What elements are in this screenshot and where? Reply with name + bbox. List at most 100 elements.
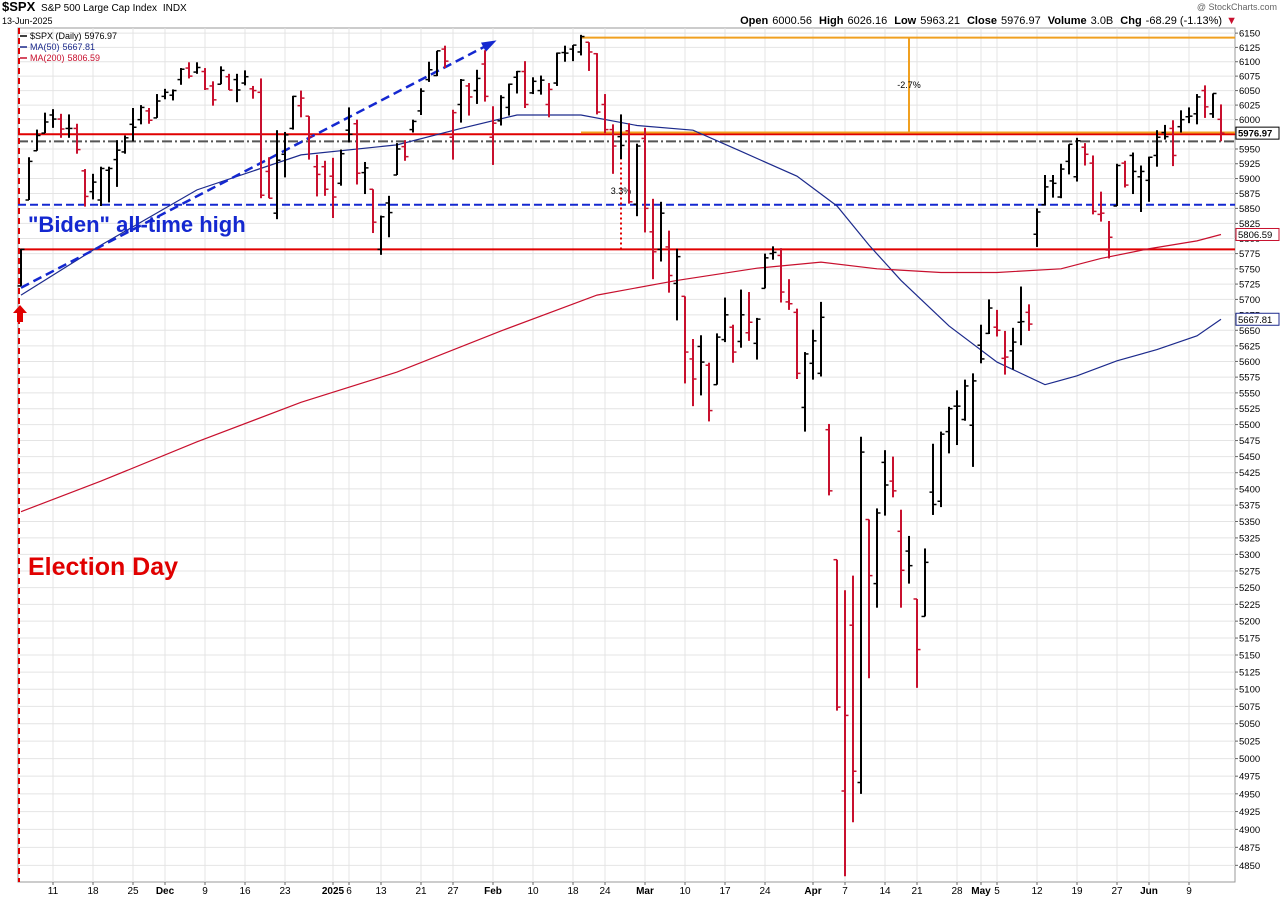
stat-label: Close	[967, 15, 997, 27]
x-tick-label: 21	[415, 886, 427, 897]
x-tick-label: Jun	[1140, 886, 1158, 897]
x-tick-label: 19	[1071, 886, 1083, 897]
trendline	[20, 41, 494, 289]
y-tick-label: 5225	[1239, 600, 1260, 611]
y-tick-label: 6050	[1239, 86, 1260, 97]
y-tick-label: 5900	[1239, 174, 1260, 185]
x-tick-label: 28	[951, 886, 963, 897]
legend-text: $SPX (Daily)	[30, 31, 82, 41]
y-tick-label: 4975	[1239, 772, 1260, 783]
y-tick-label: 5450	[1239, 452, 1260, 463]
y-tick-label: 5150	[1239, 651, 1260, 662]
y-tick-label: 5325	[1239, 533, 1260, 544]
change-marker: ▼	[1226, 15, 1237, 27]
y-tick-label: 5350	[1239, 517, 1260, 528]
measure-label: -2.7%	[897, 80, 921, 90]
stat-value: 6026.16	[847, 15, 887, 27]
value-box	[1235, 126, 1280, 140]
y-tick-label: 6075	[1239, 72, 1260, 83]
legend-entry: $SPX (Daily) 5976.97	[30, 31, 117, 41]
legend-text: MA(200)	[30, 53, 65, 63]
x-tick-label: 11	[48, 886, 59, 897]
y-tick-label: 5700	[1239, 295, 1260, 306]
y-tick-label: 5025	[1239, 737, 1260, 748]
stat-value: 6000.56	[772, 15, 812, 27]
stat-label: Chg	[1120, 15, 1141, 27]
x-tick-label: 9	[202, 886, 208, 897]
y-tick-label: 5950	[1239, 144, 1260, 155]
y-tick-label: 5100	[1239, 685, 1260, 696]
exchange: INDX	[163, 3, 187, 14]
x-tick-label: 6	[346, 886, 352, 897]
symbol: $SPX	[2, 0, 36, 14]
watermark: @ StockCharts.com	[1197, 2, 1277, 12]
header-date: 13-Jun-2025	[2, 16, 53, 26]
y-tick-label: 5125	[1239, 668, 1260, 679]
moving-average	[20, 114, 1222, 386]
value-box-label: 5806.59	[1238, 230, 1272, 241]
legend-entry: MA(50) 5667.81	[30, 42, 95, 52]
x-tick-label: 18	[567, 886, 579, 897]
y-tick-label: 5500	[1239, 420, 1260, 431]
stat-label: Open	[740, 15, 768, 27]
y-tick-label: 5250	[1239, 583, 1260, 594]
x-tick-label: 9	[1186, 886, 1192, 897]
stat-label: Volume	[1048, 15, 1087, 27]
x-tick-label: 25	[127, 886, 139, 897]
y-tick-label: 5650	[1239, 326, 1260, 337]
stat-value: 5963.21	[920, 15, 960, 27]
y-tick-label: 4900	[1239, 825, 1260, 836]
y-tick-label: 5425	[1239, 468, 1260, 479]
measure-label: 3.3%	[611, 186, 632, 196]
x-tick-label: 27	[447, 886, 459, 897]
y-tick-label: 5525	[1239, 404, 1260, 415]
x-tick-label: 16	[239, 886, 251, 897]
y-tick-label: 4950	[1239, 789, 1260, 800]
y-tick-label: 4875	[1239, 843, 1260, 854]
header-stats: Open 6000.56 High 6026.16 Low 5963.21 Close 597…	[740, 15, 1237, 27]
price-bars	[17, 34, 1225, 877]
x-tick-label: 7	[842, 886, 848, 897]
legend-text: 5667.81	[63, 42, 96, 52]
y-tick-label: 5475	[1239, 436, 1260, 447]
x-tick-label: 10	[679, 886, 691, 897]
y-tick-label: 5625	[1239, 341, 1260, 352]
stat-label: Low	[894, 15, 916, 27]
legend-text: MA(50)	[30, 42, 60, 52]
x-tick-label: 13	[375, 886, 387, 897]
x-tick-label: 14	[879, 886, 891, 897]
y-tick-label: 5825	[1239, 219, 1260, 230]
y-tick-label: 5775	[1239, 249, 1260, 260]
stat-label: High	[819, 15, 844, 27]
y-tick-label: 5000	[1239, 754, 1260, 765]
plot-area	[17, 27, 1236, 883]
value-box-label: 5667.81	[1238, 315, 1272, 326]
x-tick-label: 17	[719, 886, 731, 897]
x-tick-label: Dec	[156, 886, 175, 897]
x-tick-label: 27	[1111, 886, 1123, 897]
y-tick-label: 6000	[1239, 115, 1260, 126]
value-box	[1235, 227, 1280, 241]
x-tick-label: Feb	[484, 886, 502, 897]
y-tick-label: 5400	[1239, 484, 1260, 495]
x-tick-label: 24	[759, 886, 771, 897]
x-tick-label: 5	[994, 886, 1000, 897]
y-tick-label: 6025	[1239, 101, 1260, 112]
y-tick-label: 4925	[1239, 807, 1260, 818]
y-tick-label: 5275	[1239, 566, 1260, 577]
x-tick-label: Mar	[636, 886, 654, 897]
y-tick-label: 5050	[1239, 719, 1260, 730]
x-tick-label: 2025	[322, 886, 345, 897]
y-tick-label: 4850	[1239, 861, 1260, 872]
x-tick-label: 21	[911, 886, 923, 897]
y-tick-label: 5750	[1239, 264, 1260, 275]
stat-value: -68.29 (-1.13%)	[1146, 15, 1222, 27]
y-tick-label: 5175	[1239, 634, 1260, 645]
y-tick-label: 5850	[1239, 204, 1260, 215]
y-tick-label: 5925	[1239, 159, 1260, 170]
y-tick-label: 6100	[1239, 57, 1260, 68]
y-tick-label: 5875	[1239, 189, 1260, 200]
y-tick-label: 6150	[1239, 29, 1260, 40]
y-tick-label: 5375	[1239, 501, 1260, 512]
